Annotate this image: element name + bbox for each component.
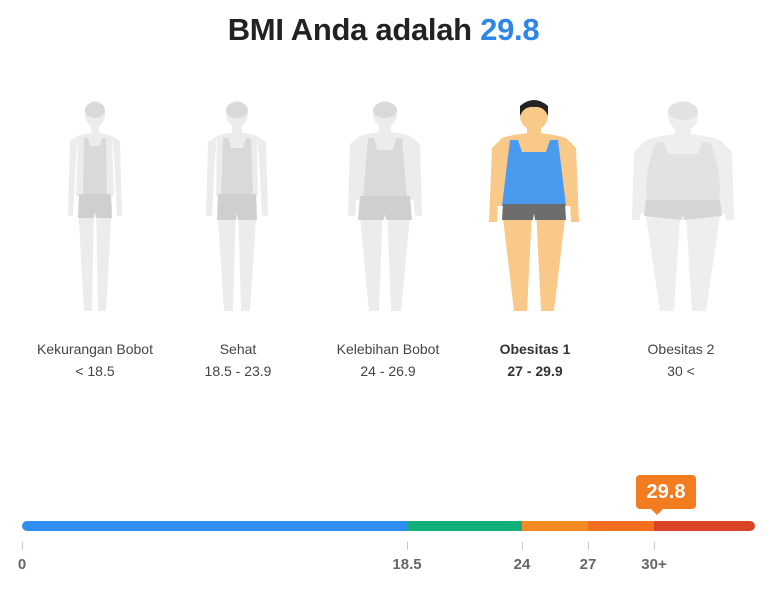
bmi-result-value: 29.8 (480, 12, 540, 47)
scale-tick (522, 542, 523, 550)
scale-tick-label: 24 (513, 556, 531, 573)
figure-obese-1 (489, 100, 579, 311)
category-underweight: Kekurangan Bobot < 18.5 (20, 338, 170, 382)
category-name: Obesitas 2 (647, 341, 715, 357)
scale-tick (588, 542, 589, 550)
category-name: Sehat (219, 341, 257, 357)
figure-underweight (68, 101, 122, 311)
bmi-result-title: BMI Anda adalah 29.8 (0, 12, 767, 48)
category-name: Kelebihan Bobot (336, 341, 440, 357)
scale-segment (588, 521, 654, 531)
scale-tick (654, 542, 655, 550)
figure-obese-2 (632, 101, 734, 311)
figure-overweight (348, 101, 422, 311)
scale-segment (407, 521, 522, 531)
figure-healthy (206, 101, 268, 311)
category-range: 24 - 26.9 (360, 363, 416, 379)
category-name: Kekurangan Bobot (37, 341, 153, 357)
category-obese-1: Obesitas 1 27 - 29.9 (460, 338, 610, 382)
bmi-result-prefix: BMI Anda adalah (227, 12, 472, 47)
scale-tick-label: 0 (17, 556, 27, 573)
category-healthy: Sehat 18.5 - 23.9 (163, 338, 313, 382)
scale-tick (407, 542, 408, 550)
scale-tick-label: 30+ (641, 556, 667, 573)
category-name: Obesitas 1 (499, 341, 571, 357)
category-obese-2: Obesitas 2 30 < (606, 338, 756, 382)
category-range: 18.5 - 23.9 (204, 363, 272, 379)
scale-tick-label: 18.5 (392, 556, 422, 573)
bmi-scale-bar (22, 521, 755, 531)
category-range: < 18.5 (75, 363, 115, 379)
scale-tick-label: 27 (579, 556, 597, 573)
scale-segment (522, 521, 588, 531)
body-figures (0, 96, 767, 326)
scale-tick (22, 542, 23, 550)
category-overweight: Kelebihan Bobot 24 - 26.9 (313, 338, 463, 382)
category-range: 30 < (667, 363, 695, 379)
scale-segment (22, 521, 407, 531)
category-range: 27 - 29.9 (507, 363, 563, 379)
bmi-marker-bubble: 29.8 (636, 475, 696, 515)
scale-segment (654, 521, 755, 531)
